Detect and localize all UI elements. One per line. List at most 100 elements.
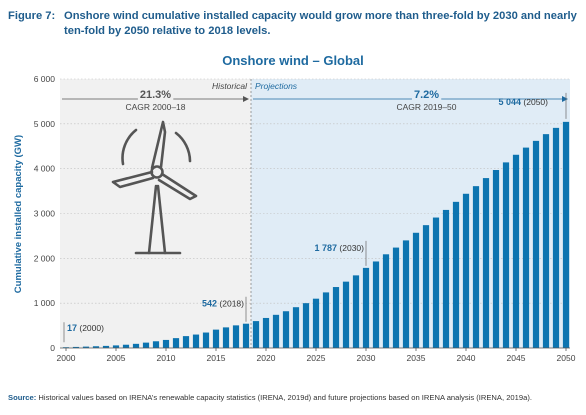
bar [212,329,220,348]
bar [222,327,230,348]
bar [472,186,480,348]
bar [202,332,210,348]
y-tick-label: 1 000 [34,298,56,308]
bar [132,343,140,348]
data-annotations: 17 (2000) 542 (2018) 1 787 (2030) 5 044 (20… [63,92,567,343]
projections-label: Projections [255,81,298,91]
bar [362,267,370,348]
source-label: Source: [8,393,37,402]
historical-cagr-value: 21.3% [140,89,171,101]
x-tick-label: 2040 [457,353,476,363]
bar [242,323,250,348]
bar [322,292,330,348]
bar [372,261,380,348]
x-tick-label: 2015 [207,353,226,363]
bar [382,254,390,348]
chart: 2000 2005 2010 2015 2020 2025 2030 2035 2040 2045… [13,74,576,363]
bar [512,154,520,348]
bar [352,275,360,348]
source-note: Source: Historical values based on IRENA… [8,393,583,402]
projection-cagr-arrowhead [562,96,568,102]
bar [552,127,560,348]
bar [342,281,350,348]
y-axis-label: Cumulative installed capacity (GW) [13,135,24,293]
bar-series [62,121,570,349]
y-tick-label: 3 000 [34,209,56,219]
x-tick-label: 2005 [107,353,126,363]
x-tick-label: 2050 [557,353,576,363]
annotation-value: 17 [67,323,77,333]
cagr-value-backdrop [137,89,174,101]
y-tick-label: 6 000 [34,74,56,84]
historical-cagr-label: CAGR 2000–18 [125,102,185,112]
historical-label: Historical [212,81,248,91]
annotation-year: (2018) [217,299,244,309]
bar [262,317,270,348]
annotation-year: (2050) [521,97,548,107]
bar [502,162,510,348]
bar [162,339,170,348]
x-tick-label: 2020 [257,353,276,363]
x-tick-label: 2030 [357,353,376,363]
annotation-label: 17 (2000) [67,323,104,333]
y-axis-ticks: 0 1 000 2 000 3 000 4 000 5 000 6 000 [34,74,56,353]
projection-cagr-label: CAGR 2019–50 [396,102,456,112]
bar [282,311,290,348]
bar [562,121,570,349]
annotation-value: 5 044 [499,97,522,107]
bar [192,334,200,348]
annotation-label: 542 (2018) [202,299,244,309]
bar [292,307,300,348]
bar [102,345,110,348]
wind-turbine-icon [111,120,198,255]
bar [452,201,460,348]
bar [462,193,470,348]
projection-cagr-value: 7.2% [414,89,439,101]
bar [402,240,410,348]
bar [152,341,160,348]
annotation-value: 1 787 [315,243,338,253]
bar [92,346,100,348]
annotation-label: 5 044 (2050) [499,97,549,107]
historical-cagr-arrowhead [243,96,249,102]
bar [422,225,430,348]
bar [272,314,280,348]
y-tick-label: 5 000 [34,119,56,129]
bar [542,134,550,348]
x-axis-ticks: 2000 2005 2010 2015 2020 2025 2030 2035 2040 2045… [57,348,576,363]
bar [232,325,240,348]
bar [72,346,80,348]
x-tick-label: 2035 [407,353,426,363]
bar [442,209,450,348]
y-tick-label: 2 000 [34,253,56,263]
x-tick-label: 2010 [157,353,176,363]
bar [392,247,400,348]
figure-title-text: Onshore wind cumulative installed capaci… [64,10,577,37]
y-tick-label: 0 [50,343,55,353]
annotation-year: (2030) [337,243,364,253]
x-tick-label: 2025 [307,353,326,363]
y-tick-label: 4 000 [34,164,56,174]
bar [532,140,540,348]
annotation-label: 1 787 (2030) [315,243,365,253]
annotation-year: (2000) [77,323,104,333]
bar [332,287,340,348]
bar [142,342,150,348]
bar [522,147,530,348]
x-tick-label: 2045 [507,353,526,363]
cagr-value-backdrop [411,89,442,101]
bar [482,178,490,348]
bar [182,336,190,348]
x-tick-label: 2000 [57,353,76,363]
bar [122,344,130,348]
source-text: Historical values based on IRENA’s renew… [38,393,532,402]
bar [112,345,120,348]
chart-title: Onshore wind – Global [222,53,364,68]
figure-label: Figure 7: [8,10,56,22]
annotation-value: 542 [202,299,217,309]
bar [252,321,260,348]
bar [82,346,90,348]
bar [302,303,310,348]
bar [172,338,180,348]
bar [412,232,420,348]
